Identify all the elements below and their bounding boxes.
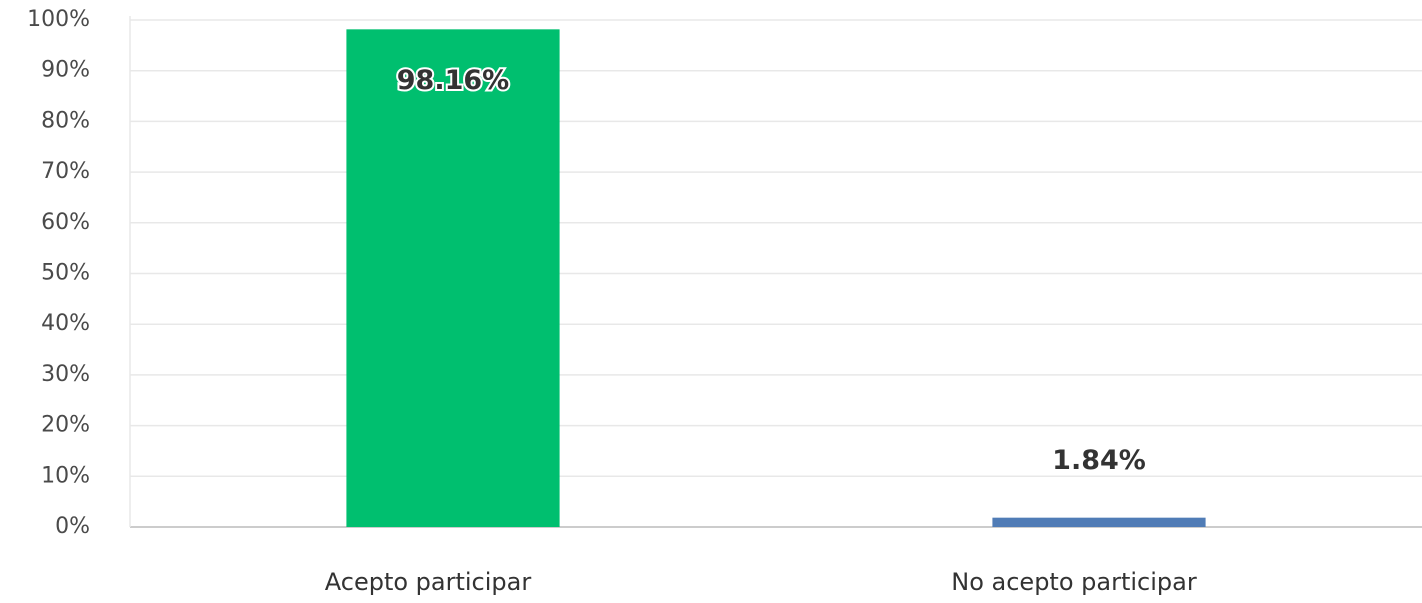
y-tick-label: 0% (55, 514, 90, 539)
x-tick-label: No acepto participar (951, 568, 1197, 596)
y-tick-label: 100% (27, 7, 90, 32)
bar (346, 29, 560, 528)
value-label: 1.84% (1052, 445, 1146, 476)
bar (992, 517, 1206, 527)
y-tick-label: 80% (41, 108, 90, 133)
x-tick-label: Acepto participar (325, 568, 532, 596)
y-tick-label: 20% (41, 413, 90, 438)
y-tick-label: 90% (41, 58, 90, 83)
value-label: 98.16% (397, 65, 509, 96)
y-tick-label: 50% (41, 261, 90, 286)
y-tick-label: 40% (41, 311, 90, 336)
y-tick-label: 10% (41, 463, 90, 488)
y-tick-label: 60% (41, 210, 90, 235)
y-tick-label: 30% (41, 362, 90, 387)
y-tick-label: 70% (41, 159, 90, 184)
